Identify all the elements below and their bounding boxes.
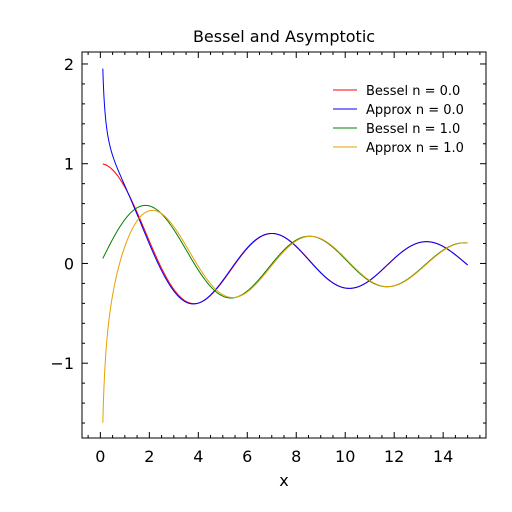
x-tick-label: 2 [144,447,154,466]
x-tick-label: 4 [193,447,203,466]
y-tick-label: 0 [64,254,74,273]
y-tick-label: −1 [50,354,74,373]
legend-label: Approx n = 0.0 [366,103,464,118]
chart-title: Bessel and Asymptotic [193,27,375,46]
series-layer [102,68,468,423]
plot-frame [81,51,487,439]
x-tick-label: 0 [95,447,105,466]
x-tick-label: 8 [291,447,301,466]
x-tick-label: 12 [384,447,404,466]
x-tick-label: 14 [433,447,453,466]
x-tick-label: 6 [242,447,252,466]
y-tick-label: 1 [64,155,74,174]
x-axis-label: x [279,471,288,490]
y-tick-label: 2 [64,55,74,74]
series-line-1 [102,68,468,305]
legend-label: Bessel n = 0.0 [366,84,460,99]
x-tick-label: 10 [335,447,355,466]
series-line-3 [102,209,468,423]
legend: Bessel n = 0.0 Approx n = 0.0 Bessel n = 1… [333,84,464,156]
legend-label: Approx n = 1.0 [366,141,464,156]
legend-label: Bessel n = 1.0 [366,122,460,137]
